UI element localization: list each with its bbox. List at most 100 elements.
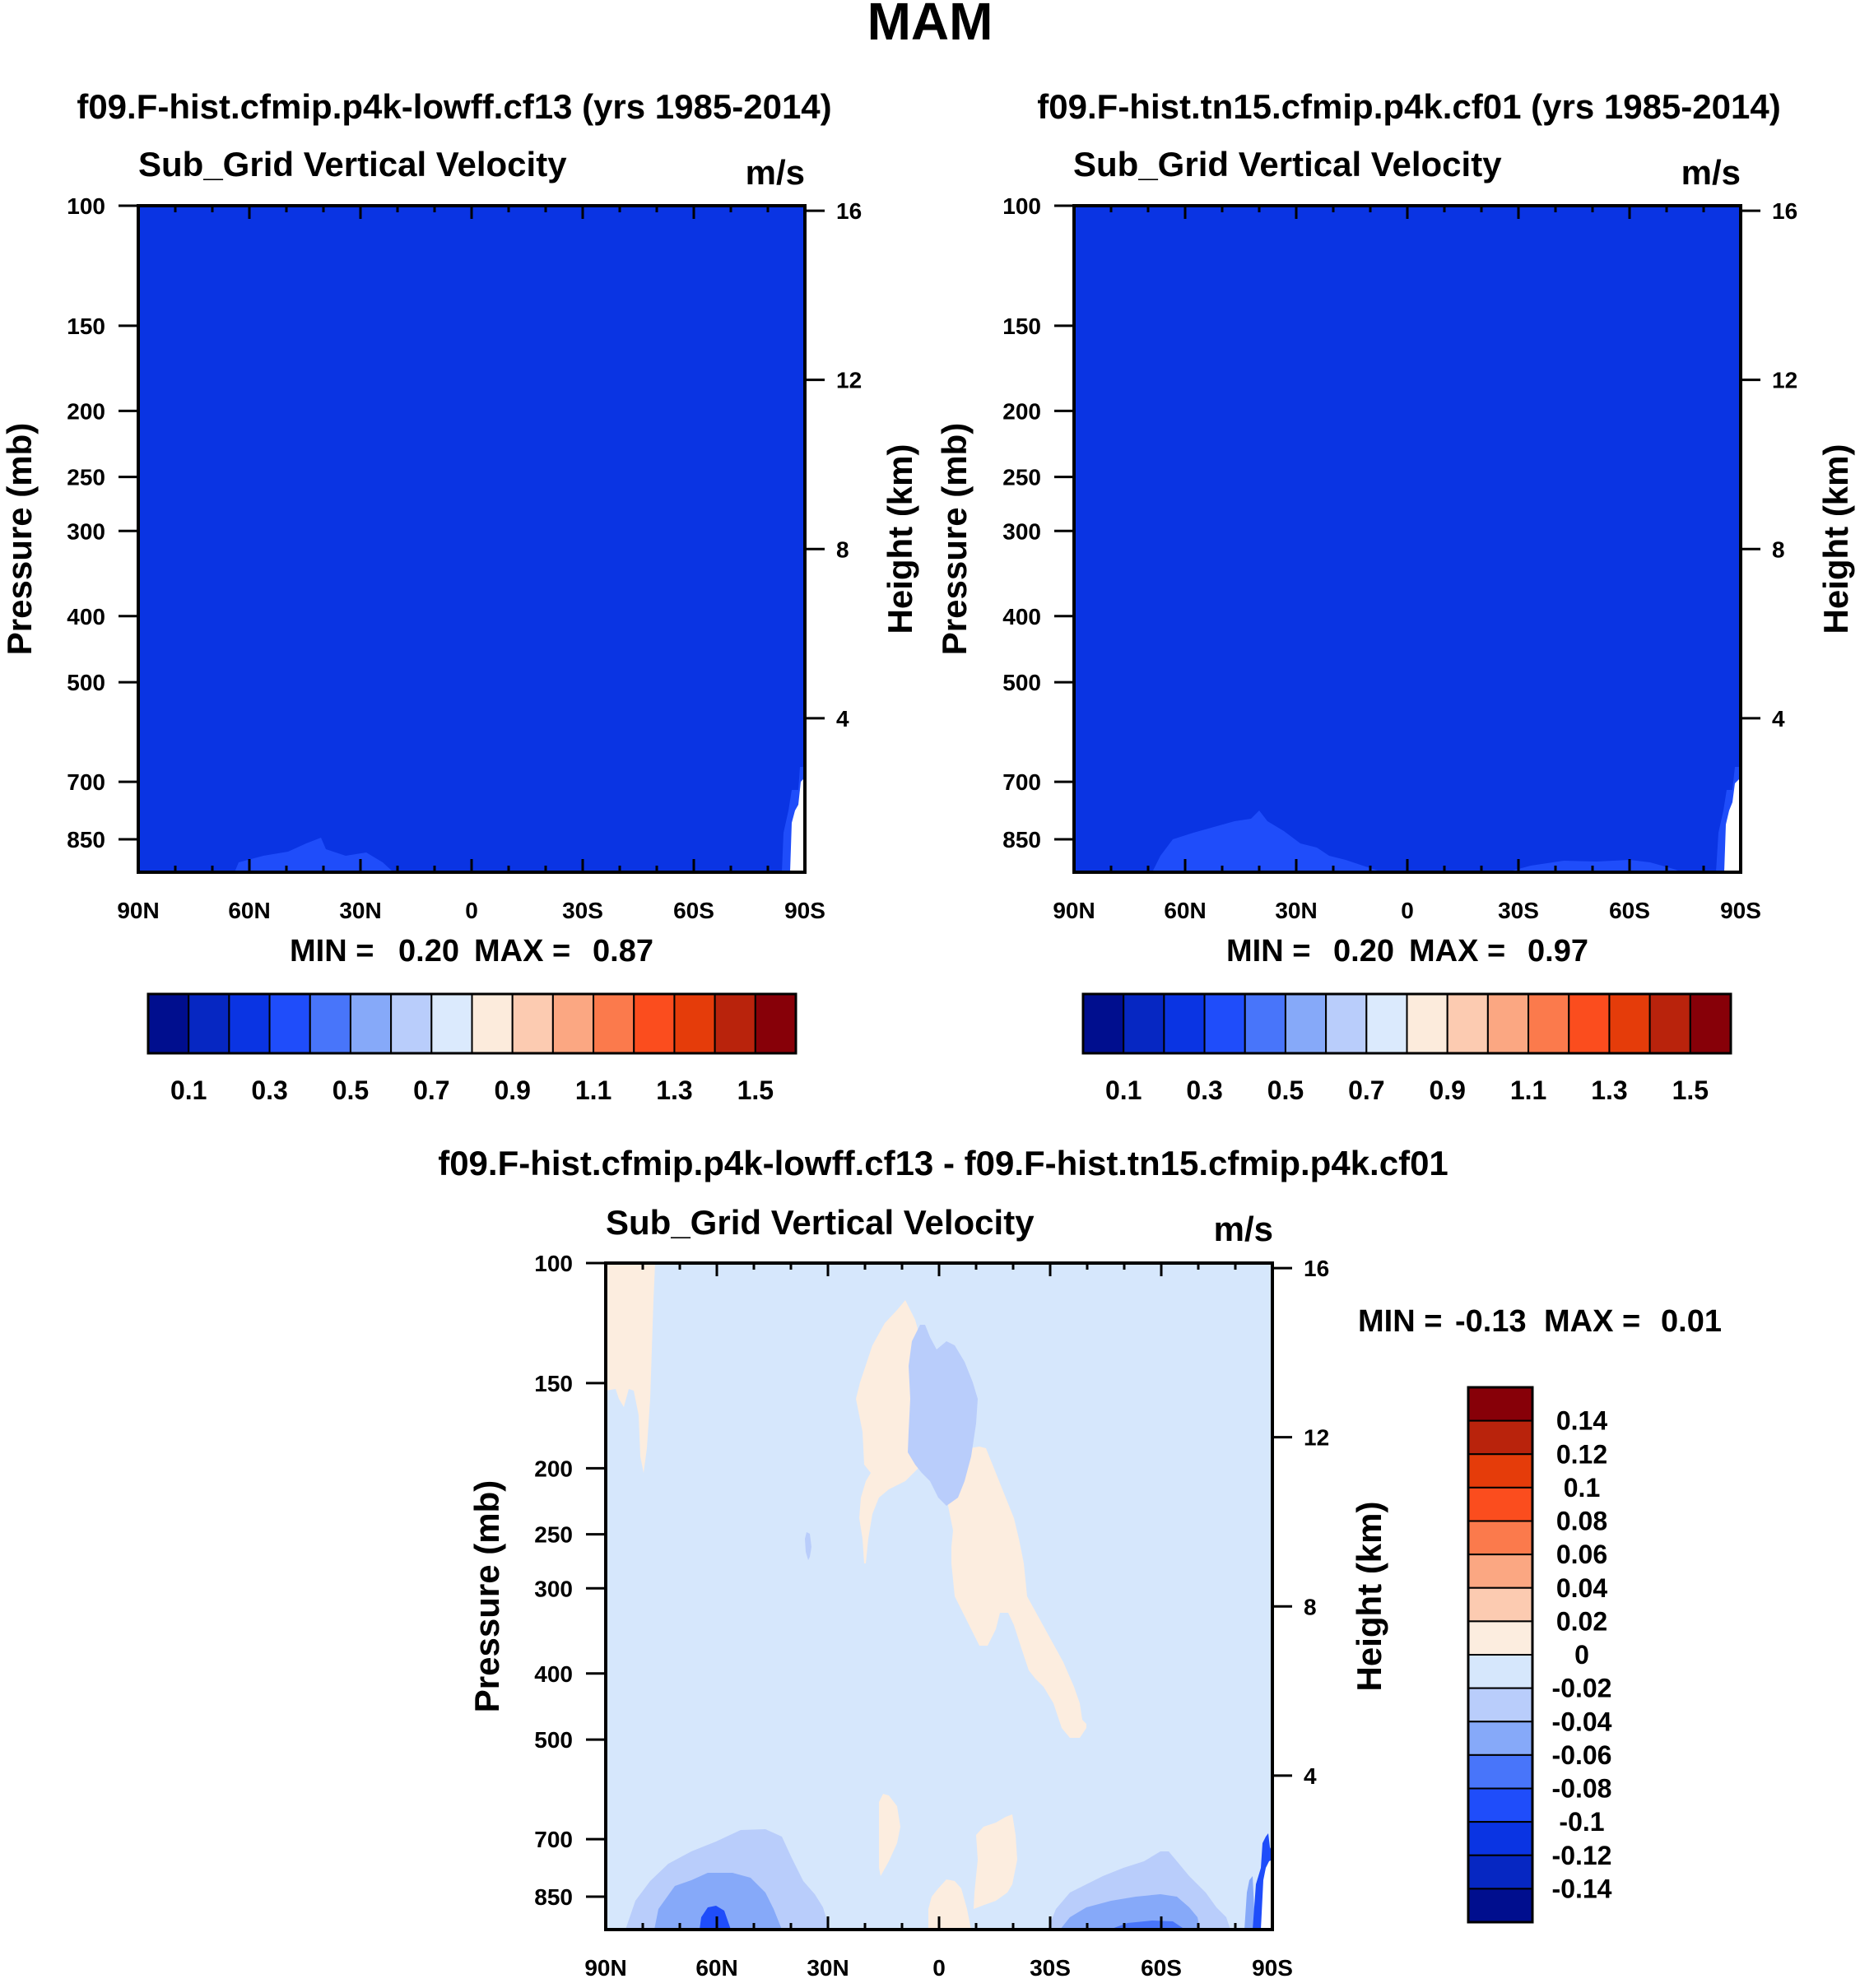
y-tick-label: 300 (67, 518, 105, 544)
y-tick-label: 500 (67, 670, 105, 695)
panel-2-ylabel: Pressure (mb) (935, 423, 974, 655)
colorbar-label: 0.1 (1564, 1473, 1600, 1503)
colorbar-label: 1.3 (656, 1075, 692, 1105)
colorbar-box (1467, 1586, 1533, 1623)
colorbar-label: -0.02 (1552, 1674, 1612, 1703)
colorbar-box (1325, 993, 1368, 1054)
x-tick-label: 90S (784, 898, 825, 923)
panel-3-title: f09.F-hist.cfmip.p4k-lowff.cf13 - f09.F-… (438, 1144, 1448, 1182)
colorbar-label: -0.08 (1552, 1774, 1612, 1804)
y-tick-label: 150 (1002, 314, 1041, 339)
panel-3-subtitle: Sub_Grid Vertical Velocity (606, 1203, 1035, 1242)
y2-tick-label: 4 (1772, 706, 1785, 732)
colorbar-label: -0.04 (1552, 1707, 1612, 1736)
colorbar-box (1163, 993, 1206, 1054)
y-tick-label: 700 (67, 769, 105, 795)
colorbar-box (1244, 993, 1286, 1054)
colorbar-box (1648, 993, 1691, 1054)
panel-3-units: m/s (1214, 1210, 1273, 1248)
panel-1-field-background (138, 206, 805, 872)
colorbar-box (1467, 1620, 1533, 1656)
panel-1-units: m/s (746, 153, 805, 192)
colorbar-box (1608, 993, 1651, 1054)
colorbar-frame (1081, 992, 1732, 1055)
colorbar-label: 0.3 (1186, 1075, 1222, 1105)
y-tick-label: 200 (67, 398, 105, 424)
colorbar-box (390, 993, 433, 1054)
x-tick-label: 30N (339, 898, 381, 923)
colorbar-box (1467, 1787, 1533, 1823)
panel-3-ylabel: Pressure (mb) (467, 1480, 506, 1712)
panel-3-antarctic-white (1261, 1860, 1272, 1930)
panel-3-negative-patch-upper-eq (908, 1325, 978, 1506)
y2-tick-label: 12 (1304, 1425, 1329, 1451)
panel-1-plot: 90N 60N 30N 0 30S 60S 90S 100 150 200 250 300 400 500… (67, 193, 862, 923)
colorbar-box (228, 993, 271, 1054)
colorbar-box (1467, 1554, 1533, 1589)
colorbar-label: 0.02 (1556, 1606, 1607, 1636)
colorbar-box (1528, 993, 1570, 1054)
x-tick-label: 60N (228, 898, 270, 923)
y2-tick-label: 8 (1772, 536, 1785, 562)
panel-3-stats-max-label: MAX = (1544, 1304, 1640, 1339)
panel-3-plot: 90N 60N 30N 0 30S 60S 90S 100 150 200 250 300 400 500… (534, 1251, 1329, 1981)
colorbar-label: 0.06 (1556, 1540, 1607, 1569)
panel-2-nh-contour (1152, 811, 1383, 872)
panel-2-antarctic-max (1724, 778, 1741, 872)
colorbar-box (1123, 993, 1165, 1054)
colorbar-box (673, 993, 716, 1054)
panel-2-colorbar: 0.1 0.3 0.5 0.7 0.9 1.1 1.3 1.5 (1081, 992, 1732, 1105)
y-tick-label: 150 (67, 314, 105, 339)
panel-1-stats-min: 0.20 (398, 934, 459, 968)
y-tick-label: 100 (1002, 193, 1041, 219)
colorbar-label: 0.08 (1556, 1507, 1607, 1536)
y-tick-label: 500 (534, 1727, 573, 1753)
x-tick-label: 30S (562, 898, 603, 923)
colorbar-box (1365, 993, 1408, 1054)
colorbar-label: 0.04 (1556, 1573, 1607, 1603)
y-tick-label: 250 (1002, 465, 1041, 490)
colorbar-box (471, 993, 514, 1054)
colorbar-label: 0.5 (332, 1075, 369, 1105)
y2-tick-label: 8 (1304, 1594, 1317, 1619)
x-tick-label: 30S (1030, 1955, 1071, 1981)
panel-2-units: m/s (1681, 153, 1741, 192)
panel-1-antarctic-max (790, 778, 805, 872)
y-tick-label: 850 (534, 1884, 573, 1910)
colorbar-box (1082, 993, 1125, 1054)
colorbar-box (1689, 993, 1732, 1054)
colorbar-box (147, 993, 190, 1054)
panel-2-stats-min-label: MIN = (1226, 934, 1310, 968)
y2-tick-label: 12 (1772, 368, 1797, 393)
colorbar-box (1467, 1520, 1533, 1556)
x-tick-label: 90N (1053, 898, 1095, 923)
colorbar-box (1446, 993, 1489, 1054)
y-tick-label: 250 (534, 1522, 573, 1548)
colorbar-box (1406, 993, 1448, 1054)
y2-tick-label: 16 (1304, 1256, 1329, 1281)
colorbar-label: -0.14 (1552, 1874, 1612, 1903)
y2-tick-label: 8 (836, 536, 849, 562)
colorbar-box (1467, 1687, 1533, 1723)
x-tick-label: 60N (695, 1955, 737, 1981)
colorbar-frame (1467, 1386, 1534, 1924)
panel-1-stats-max-label: MAX = (474, 934, 570, 968)
colorbar-label: -0.12 (1552, 1841, 1612, 1870)
colorbar-label: 0.3 (251, 1075, 287, 1105)
panel-2: f09.F-hist.tn15.cfmip.p4k.cf01 (yrs 1985… (935, 87, 1855, 1105)
y-tick-label: 700 (1002, 769, 1041, 795)
colorbar-box (1467, 1386, 1533, 1422)
x-tick-label: 90N (117, 898, 159, 923)
x-tick-label: 60S (1141, 1955, 1182, 1981)
colorbar-label: 0.7 (1348, 1075, 1384, 1105)
y2-tick-label: 4 (1304, 1763, 1317, 1789)
panel-1-stats-min-label: MIN = (290, 934, 374, 968)
colorbar-box (1467, 1821, 1533, 1856)
colorbar-box (1486, 993, 1530, 1054)
colorbar-box (349, 993, 393, 1054)
panel-2-y2label: Height (km) (1816, 444, 1855, 634)
x-tick-label: 60N (1164, 898, 1206, 923)
y-tick-label: 300 (1002, 518, 1041, 544)
panel-3-positive-patch-surface-c (974, 1814, 1017, 1909)
colorbar-label: 1.5 (1672, 1075, 1709, 1105)
